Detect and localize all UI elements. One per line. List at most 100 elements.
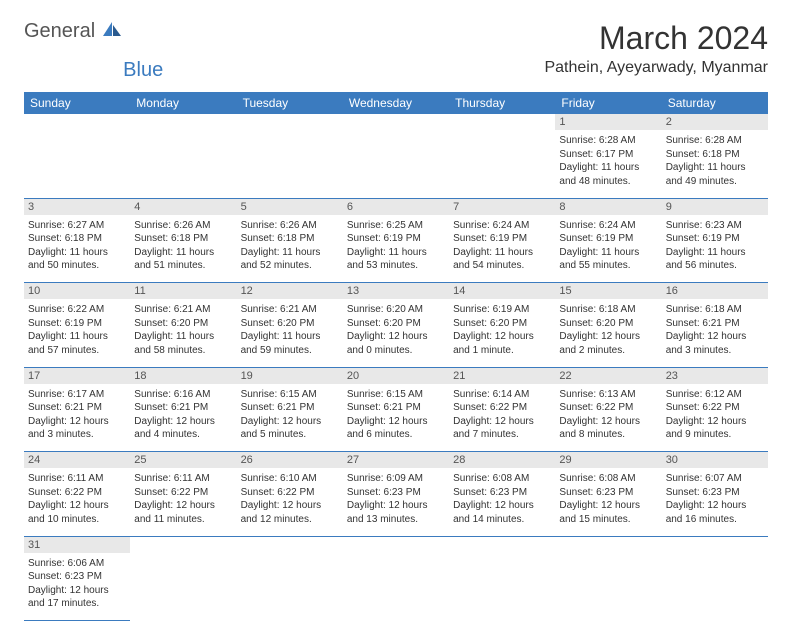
sunset-line: Sunset: 6:22 PM [559,401,657,415]
day-cell: Sunrise: 6:25 AMSunset: 6:19 PMDaylight:… [343,215,449,283]
day-number [343,114,449,130]
daylight-line: Daylight: 11 hours and 50 minutes. [28,246,126,273]
sunrise-line: Sunrise: 6:19 AM [453,303,551,317]
sunset-line: Sunset: 6:23 PM [28,570,126,584]
month-title: March 2024 [544,20,768,57]
day-details: Sunrise: 6:15 AMSunset: 6:21 PMDaylight:… [347,386,445,442]
day-number: 15 [555,283,661,300]
sunset-line: Sunset: 6:21 PM [241,401,339,415]
day-details: Sunrise: 6:08 AMSunset: 6:23 PMDaylight:… [453,470,551,526]
day-details: Sunrise: 6:11 AMSunset: 6:22 PMDaylight:… [28,470,126,526]
day-cell: Sunrise: 6:28 AMSunset: 6:18 PMDaylight:… [662,130,768,198]
sunset-line: Sunset: 6:18 PM [28,232,126,246]
daylight-line: Daylight: 11 hours and 54 minutes. [453,246,551,273]
day-number [662,536,768,553]
day-details: Sunrise: 6:19 AMSunset: 6:20 PMDaylight:… [453,301,551,357]
day-number: 18 [130,367,236,384]
day-number: 9 [662,198,768,215]
sunrise-line: Sunrise: 6:24 AM [453,219,551,233]
day-cell: Sunrise: 6:20 AMSunset: 6:20 PMDaylight:… [343,299,449,367]
day-number [130,114,236,130]
sunset-line: Sunset: 6:19 PM [453,232,551,246]
day-number [237,536,343,553]
week-details-row: Sunrise: 6:27 AMSunset: 6:18 PMDaylight:… [24,215,768,283]
daylight-line: Daylight: 12 hours and 4 minutes. [134,415,232,442]
daylight-line: Daylight: 11 hours and 51 minutes. [134,246,232,273]
sunset-line: Sunset: 6:22 PM [241,486,339,500]
day-cell [130,130,236,198]
daylight-line: Daylight: 12 hours and 3 minutes. [28,415,126,442]
day-number [449,536,555,553]
daylight-line: Daylight: 12 hours and 1 minute. [453,330,551,357]
logo-text-blue: Blue [123,59,163,82]
sunrise-line: Sunrise: 6:21 AM [241,303,339,317]
day-cell: Sunrise: 6:17 AMSunset: 6:21 PMDaylight:… [24,384,130,452]
day-cell: Sunrise: 6:18 AMSunset: 6:20 PMDaylight:… [555,299,661,367]
sunset-line: Sunset: 6:22 PM [453,401,551,415]
day-number: 20 [343,367,449,384]
week-details-row: Sunrise: 6:22 AMSunset: 6:19 PMDaylight:… [24,299,768,367]
sunrise-line: Sunrise: 6:16 AM [134,388,232,402]
day-cell: Sunrise: 6:09 AMSunset: 6:23 PMDaylight:… [343,468,449,536]
sunset-line: Sunset: 6:17 PM [559,148,657,162]
week-numrow: 3456789 [24,198,768,215]
day-number: 22 [555,367,661,384]
day-details: Sunrise: 6:07 AMSunset: 6:23 PMDaylight:… [666,470,764,526]
daylight-line: Daylight: 12 hours and 6 minutes. [347,415,445,442]
day-number: 29 [555,452,661,469]
sunrise-line: Sunrise: 6:24 AM [559,219,657,233]
daylight-line: Daylight: 11 hours and 56 minutes. [666,246,764,273]
day-cell: Sunrise: 6:11 AMSunset: 6:22 PMDaylight:… [24,468,130,536]
sunrise-line: Sunrise: 6:18 AM [666,303,764,317]
day-number [555,536,661,553]
day-details: Sunrise: 6:16 AMSunset: 6:21 PMDaylight:… [134,386,232,442]
day-cell [237,553,343,621]
day-cell: Sunrise: 6:16 AMSunset: 6:21 PMDaylight:… [130,384,236,452]
sunset-line: Sunset: 6:18 PM [241,232,339,246]
sunrise-line: Sunrise: 6:21 AM [134,303,232,317]
sunrise-line: Sunrise: 6:15 AM [241,388,339,402]
daylight-line: Daylight: 12 hours and 13 minutes. [347,499,445,526]
day-number: 2 [662,114,768,130]
sunset-line: Sunset: 6:18 PM [134,232,232,246]
day-details: Sunrise: 6:21 AMSunset: 6:20 PMDaylight:… [241,301,339,357]
daylight-line: Daylight: 12 hours and 3 minutes. [666,330,764,357]
day-details: Sunrise: 6:18 AMSunset: 6:21 PMDaylight:… [666,301,764,357]
day-cell [237,130,343,198]
day-cell [555,553,661,621]
sunset-line: Sunset: 6:20 PM [453,317,551,331]
week-details-row: Sunrise: 6:28 AMSunset: 6:17 PMDaylight:… [24,130,768,198]
day-cell: Sunrise: 6:27 AMSunset: 6:18 PMDaylight:… [24,215,130,283]
day-details: Sunrise: 6:12 AMSunset: 6:22 PMDaylight:… [666,386,764,442]
sunset-line: Sunset: 6:19 PM [347,232,445,246]
sunset-line: Sunset: 6:21 PM [347,401,445,415]
daylight-line: Daylight: 11 hours and 59 minutes. [241,330,339,357]
day-cell: Sunrise: 6:19 AMSunset: 6:20 PMDaylight:… [449,299,555,367]
day-cell: Sunrise: 6:26 AMSunset: 6:18 PMDaylight:… [130,215,236,283]
day-number: 30 [662,452,768,469]
day-number: 3 [24,198,130,215]
calendar-body: 12Sunrise: 6:28 AMSunset: 6:17 PMDayligh… [24,114,768,621]
sunrise-line: Sunrise: 6:23 AM [666,219,764,233]
day-number: 13 [343,283,449,300]
day-number [130,536,236,553]
day-details: Sunrise: 6:21 AMSunset: 6:20 PMDaylight:… [134,301,232,357]
sunrise-line: Sunrise: 6:09 AM [347,472,445,486]
day-number [449,114,555,130]
day-number: 1 [555,114,661,130]
day-details: Sunrise: 6:18 AMSunset: 6:20 PMDaylight:… [559,301,657,357]
day-details: Sunrise: 6:09 AMSunset: 6:23 PMDaylight:… [347,470,445,526]
sunrise-line: Sunrise: 6:26 AM [241,219,339,233]
day-details: Sunrise: 6:11 AMSunset: 6:22 PMDaylight:… [134,470,232,526]
daylight-line: Daylight: 12 hours and 12 minutes. [241,499,339,526]
sunrise-line: Sunrise: 6:13 AM [559,388,657,402]
day-cell: Sunrise: 6:13 AMSunset: 6:22 PMDaylight:… [555,384,661,452]
day-cell: Sunrise: 6:26 AMSunset: 6:18 PMDaylight:… [237,215,343,283]
week-details-row: Sunrise: 6:06 AMSunset: 6:23 PMDaylight:… [24,553,768,621]
day-header-row: SundayMondayTuesdayWednesdayThursdayFrid… [24,92,768,114]
day-number: 27 [343,452,449,469]
sunset-line: Sunset: 6:18 PM [666,148,764,162]
day-number: 25 [130,452,236,469]
day-details: Sunrise: 6:27 AMSunset: 6:18 PMDaylight:… [28,217,126,273]
day-details: Sunrise: 6:25 AMSunset: 6:19 PMDaylight:… [347,217,445,273]
